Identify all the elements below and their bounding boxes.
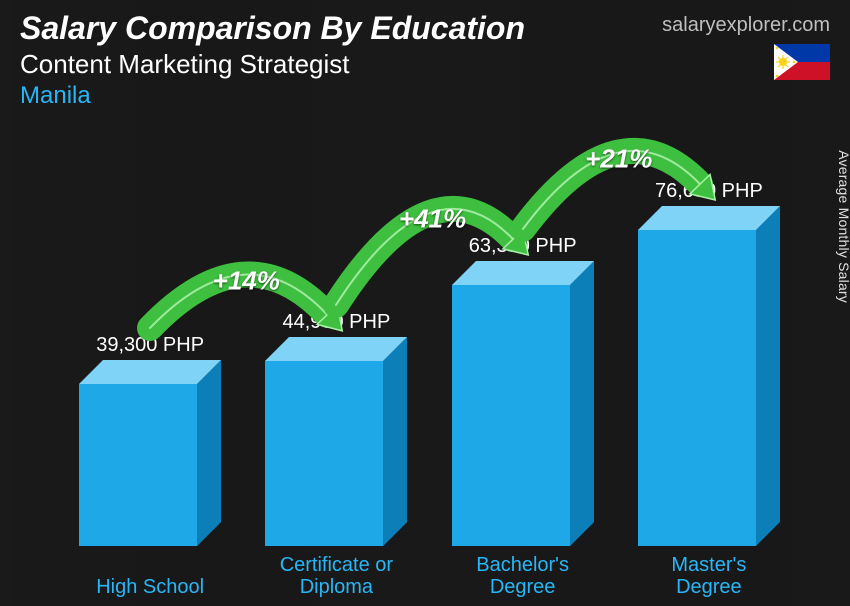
y-axis-label: Average Monthly Salary (836, 150, 850, 303)
brand-label: salaryexplorer.com (662, 14, 830, 37)
bar (79, 360, 221, 546)
increase-label: +21% (585, 144, 652, 175)
job-title: Content Marketing Strategist (20, 49, 830, 80)
category-label: Certificate orDiploma (238, 554, 434, 598)
increase-label: +14% (213, 265, 280, 296)
increase-label: +41% (399, 204, 466, 235)
category-label: Bachelor'sDegree (425, 554, 621, 598)
flag-icon (774, 44, 830, 80)
category-label: Master'sDegree (611, 554, 807, 598)
category-label: High School (52, 576, 248, 598)
